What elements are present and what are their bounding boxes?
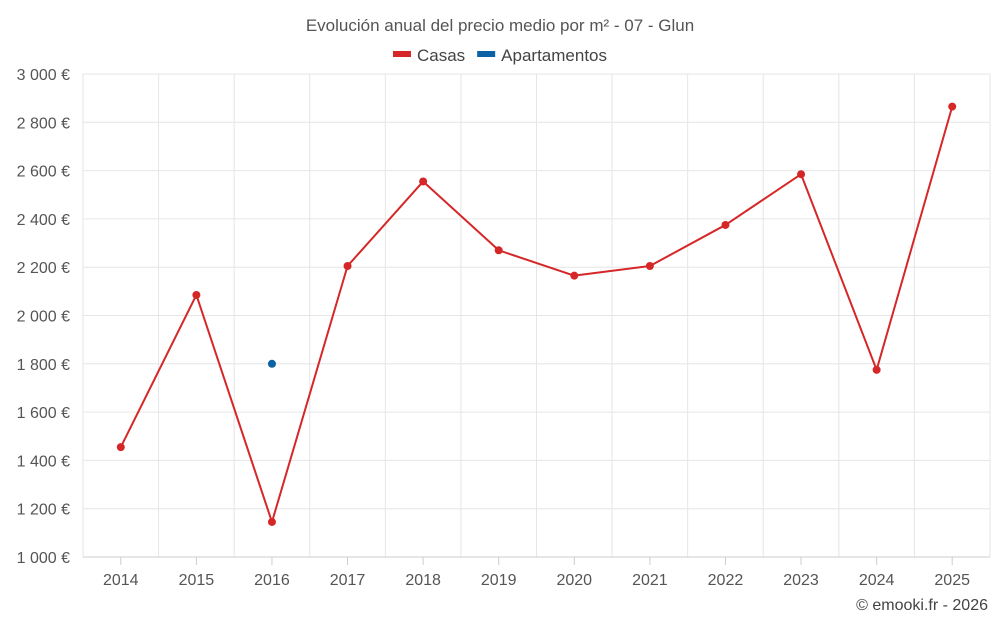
y-tick-label: 2 600 € [17, 164, 70, 181]
data-point[interactable] [645, 261, 654, 270]
data-point[interactable] [116, 443, 125, 452]
credit-text: © emooki.fr - 2026 [856, 597, 988, 614]
x-axis: 2014 2015 2016 2017 2018 2019 2020 2021 2022 2023… [83, 556, 990, 589]
x-tick-label: 2020 [556, 572, 592, 589]
legend-swatch[interactable] [392, 51, 411, 57]
data-point[interactable] [721, 220, 730, 229]
series-group [116, 102, 957, 526]
x-tick-label: 2016 [254, 572, 290, 589]
y-tick-label: 3 000 € [17, 67, 70, 84]
x-tick-label: 2021 [632, 572, 668, 589]
series-apartamentos [267, 359, 276, 368]
grid [82, 73, 991, 557]
series-casas [116, 102, 957, 526]
x-tick-label: 2023 [783, 572, 819, 589]
y-tick-label: 2 000 € [17, 309, 70, 326]
x-tick-label: 2018 [405, 572, 441, 589]
x-tick-label: 2022 [708, 572, 744, 589]
y-axis: 1 000 € 1 200 € 1 400 € 1 600 € 1 800 € 2 000… [17, 67, 70, 567]
legend-label: Apartamentos [501, 46, 607, 65]
data-point[interactable] [494, 246, 503, 255]
data-point[interactable] [797, 170, 806, 179]
y-tick-label: 2 400 € [17, 212, 70, 229]
y-tick-label: 1 400 € [17, 453, 70, 470]
x-tick-label: 2019 [481, 572, 517, 589]
legend-swatch[interactable] [477, 51, 496, 57]
legend: Casas Apartamentos [392, 46, 607, 65]
data-point[interactable] [419, 177, 428, 186]
x-tick-label: 2014 [103, 572, 139, 589]
y-tick-label: 1 600 € [17, 405, 70, 422]
chart-title: Evolución anual del precio medio por m² … [306, 16, 694, 35]
x-tick-label: 2025 [934, 572, 970, 589]
y-tick-label: 1 200 € [17, 502, 70, 519]
x-tick-label: 2024 [859, 572, 895, 589]
x-tick-label: 2017 [330, 572, 366, 589]
data-point[interactable] [343, 261, 352, 270]
x-tick-label: 2015 [179, 572, 215, 589]
y-tick-label: 1 800 € [17, 357, 70, 374]
data-point[interactable] [267, 517, 276, 526]
data-point[interactable] [267, 359, 276, 368]
data-point[interactable] [948, 102, 957, 111]
data-point[interactable] [872, 365, 881, 374]
y-tick-label: 2 800 € [17, 115, 70, 132]
data-point[interactable] [570, 271, 579, 280]
data-point[interactable] [192, 290, 201, 299]
legend-label: Casas [417, 46, 465, 65]
series-line-casas [119, 106, 954, 523]
y-tick-label: 2 200 € [17, 260, 70, 277]
y-tick-label: 1 000 € [17, 550, 70, 567]
